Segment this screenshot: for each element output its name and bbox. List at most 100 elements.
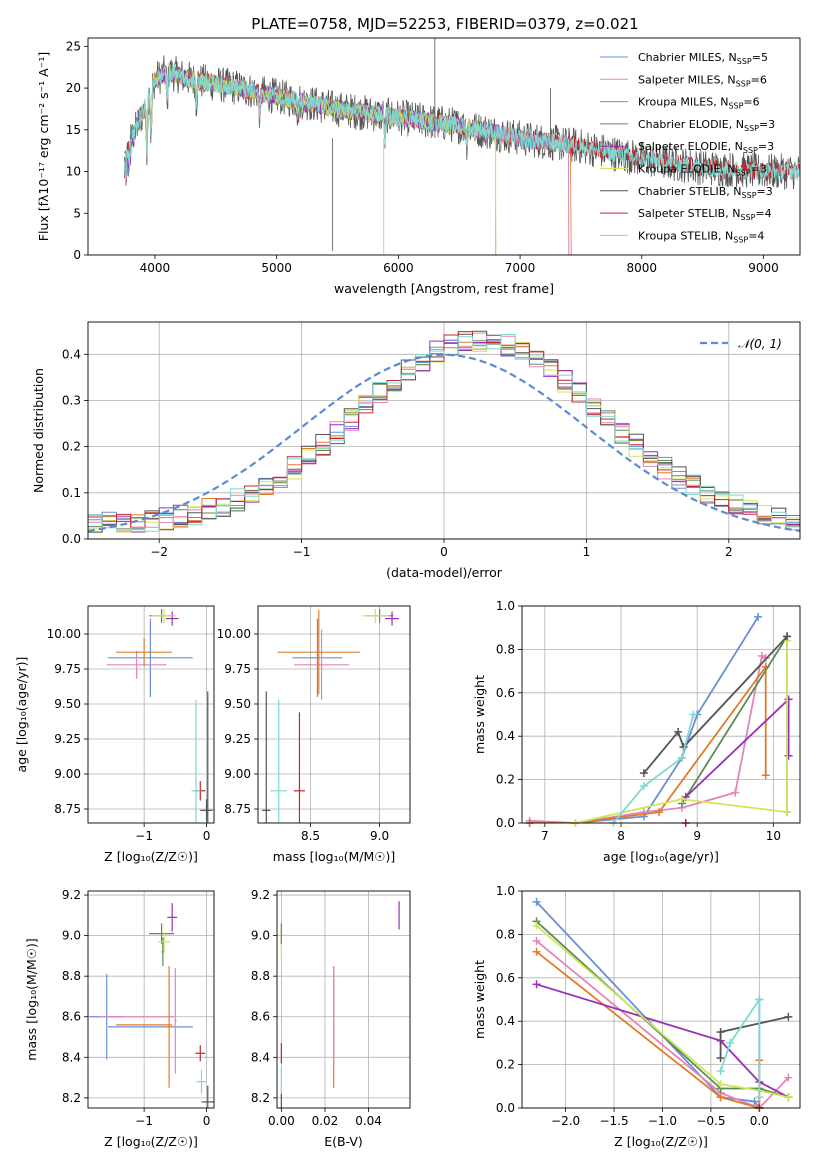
y-tick-label: 9.50 bbox=[54, 697, 81, 711]
legend-entry: Chabrier STELIB, NSSP=3 bbox=[638, 185, 773, 200]
x-tick-label: 8.5 bbox=[301, 829, 320, 843]
axes-frame bbox=[87, 37, 801, 256]
y-tick-label: 8.6 bbox=[251, 1010, 270, 1024]
y-tick-label: 9.2 bbox=[251, 888, 270, 902]
x-tick-label: 0.00 bbox=[268, 1114, 295, 1128]
x-tick-label: −2 bbox=[150, 545, 168, 559]
x-tick-label: −1.5 bbox=[599, 1114, 628, 1128]
weight-line-salpeter-elodie bbox=[536, 983, 789, 1098]
y-tick-label: 9.0 bbox=[62, 929, 81, 943]
y-tick-label: 8.75 bbox=[54, 802, 81, 816]
y-tick-label: 0.8 bbox=[496, 927, 515, 941]
axes-frame bbox=[87, 605, 215, 824]
y-tick-label: 25 bbox=[66, 39, 81, 53]
spectrum-panel: 4000 5000 6000 7000 8000 9000 0 5 10 15 20 25 wavele… bbox=[36, 37, 801, 296]
x-tick-label: 9000 bbox=[748, 261, 779, 275]
y-tick-label: 9.75 bbox=[224, 662, 251, 676]
weight-line-salpeter-miles bbox=[529, 654, 767, 823]
y-tick-label: 5 bbox=[73, 206, 81, 220]
weight-line-chabrier-miles bbox=[529, 616, 759, 823]
x-tick-label: 0 bbox=[203, 829, 211, 843]
weight-line-kroupa-miles bbox=[529, 664, 767, 823]
axes-frame bbox=[257, 605, 411, 824]
y-tick-label: 8.8 bbox=[62, 969, 81, 983]
legend-entry: Salpeter MILES, NSSP=6 bbox=[638, 73, 767, 88]
y-tick-label: 0.0 bbox=[496, 816, 515, 830]
x-tick-label: 5000 bbox=[261, 261, 292, 275]
y-tick-label: 0.6 bbox=[496, 971, 515, 985]
y-tick-label: 10 bbox=[66, 165, 81, 179]
y-tick-label: 0.0 bbox=[496, 1101, 515, 1115]
y-axis-label: mass [log₁₀(M/M☉)] bbox=[24, 938, 39, 1060]
legend-entry: Kroupa MILES, NSSP=6 bbox=[638, 96, 760, 111]
legend-entry: Chabrier MILES, NSSP=5 bbox=[638, 51, 768, 66]
x-tick-label: 6000 bbox=[383, 261, 414, 275]
x-tick-label: −1.0 bbox=[648, 1114, 677, 1128]
spectrum-line-kroupa-stelib bbox=[124, 64, 800, 181]
y-tick-label: 9.0 bbox=[251, 929, 270, 943]
y-tick-label: 1.0 bbox=[496, 884, 515, 898]
x-axis-label: E(B-V) bbox=[324, 1134, 363, 1149]
mass-vs-EBV-panel: 0.00 0.02 0.04 8.2 8.4 8.6 8.8 9.0 9.2 E(B-V) bbox=[251, 888, 411, 1149]
x-tick-label: 0.02 bbox=[312, 1114, 339, 1128]
y-axis-label: Normed distribution bbox=[31, 368, 46, 493]
histogram-kroupa-stelib bbox=[88, 334, 800, 532]
weight-line-chabrier-miles bbox=[535, 901, 761, 1108]
x-tick-label: 0.0 bbox=[750, 1114, 769, 1128]
y-tick-label: 9.75 bbox=[54, 662, 81, 676]
x-axis-label: wavelength [Angstrom, rest frame] bbox=[334, 281, 554, 296]
x-tick-label: −2.0 bbox=[551, 1114, 580, 1128]
y-tick-label: 0.4 bbox=[62, 347, 81, 361]
age-vs-mass-panel: 8.5 9.0 8.75 9.00 9.25 9.50 9.75 10.00 mass [log… bbox=[217, 605, 411, 864]
x-tick-label: 9 bbox=[693, 829, 701, 843]
x-tick-label: 8 bbox=[617, 829, 625, 843]
x-axis-label: Z [log₁₀(Z/Z☉)] bbox=[104, 1134, 198, 1149]
legend-entry: Kroupa STELIB, NSSP=4 bbox=[638, 229, 764, 244]
y-tick-label: 0.2 bbox=[496, 1058, 515, 1072]
y-axis-label: mass weight bbox=[472, 675, 487, 754]
legend-entry: Chabrier ELODIE, NSSP=3 bbox=[638, 118, 775, 133]
y-tick-label: 0.4 bbox=[496, 729, 515, 743]
y-axis-label: Flux [fλ10⁻¹⁷ erg cm⁻² s⁻¹ A⁻¹] bbox=[36, 52, 51, 241]
weight-line-kroupa-elodie bbox=[535, 925, 789, 1099]
y-axis-label: mass weight bbox=[472, 960, 487, 1039]
legend-entry: Kroupa ELODIE, NSSP=3 bbox=[638, 163, 767, 178]
spectrum-line-kroupa-miles bbox=[124, 68, 572, 255]
y-tick-label: 20 bbox=[66, 81, 81, 95]
y-tick-label: 1.0 bbox=[496, 599, 515, 613]
y-tick-label: 0.0 bbox=[62, 532, 81, 546]
x-tick-label: 1 bbox=[583, 545, 591, 559]
y-tick-label: 8.75 bbox=[224, 802, 251, 816]
y-tick-label: 9.00 bbox=[54, 767, 81, 781]
x-axis-label: mass [log₁₀(M/M☉)] bbox=[273, 849, 395, 864]
axes-frame bbox=[521, 605, 801, 824]
weight-line-kroupa-elodie bbox=[575, 640, 788, 823]
weight-vs-Z-panel: −2.0 −1.5 −1.0 −0.5 0.0 0.0 0.2 0.4 0.6 0.8 1.0 Z [… bbox=[472, 884, 801, 1149]
y-tick-label: 0.1 bbox=[62, 486, 81, 500]
spectrum-line-salpeter-miles bbox=[124, 66, 570, 255]
x-tick-label: 8000 bbox=[627, 261, 658, 275]
x-tick-label: 7 bbox=[541, 829, 549, 843]
y-tick-label: 8.2 bbox=[251, 1091, 270, 1105]
figure-title: PLATE=0758, MJD=52253, FIBERID=0379, z=0… bbox=[251, 15, 638, 33]
y-tick-label: 0.4 bbox=[496, 1014, 515, 1028]
x-tick-label: 2 bbox=[725, 545, 733, 559]
y-tick-label: 10.00 bbox=[47, 627, 81, 641]
y-tick-label: 0.2 bbox=[496, 773, 515, 787]
x-axis-label: Z [log₁₀(Z/Z☉)] bbox=[104, 849, 198, 864]
x-tick-label: −1 bbox=[293, 545, 311, 559]
y-tick-label: 10.00 bbox=[217, 627, 251, 641]
y-tick-label: 9.00 bbox=[224, 767, 251, 781]
y-tick-label: 9.50 bbox=[224, 697, 251, 711]
y-axis-label: age [log₁₀(age/yr)] bbox=[14, 657, 29, 773]
y-tick-label: 0.8 bbox=[496, 642, 515, 656]
weight-line-kroupa-stelib bbox=[612, 714, 695, 823]
legend-entry-gaussian: 𝒩(0, 1) bbox=[738, 337, 782, 351]
x-axis-label: (data-model)/error bbox=[386, 565, 503, 580]
histogram-salpeter-stelib bbox=[88, 331, 800, 531]
x-axis-label: age [log₁₀(age/yr)] bbox=[603, 849, 719, 864]
x-tick-label: 0 bbox=[203, 1114, 211, 1128]
x-axis-label: Z [log₁₀(Z/Z☉)] bbox=[614, 1134, 708, 1149]
x-tick-label: −0.5 bbox=[696, 1114, 725, 1128]
mass-vs-Z-panel: −1 0 8.2 8.4 8.6 8.8 9.0 9.2 Z [log₁₀(Z/Z☉)] mass… bbox=[24, 888, 215, 1149]
